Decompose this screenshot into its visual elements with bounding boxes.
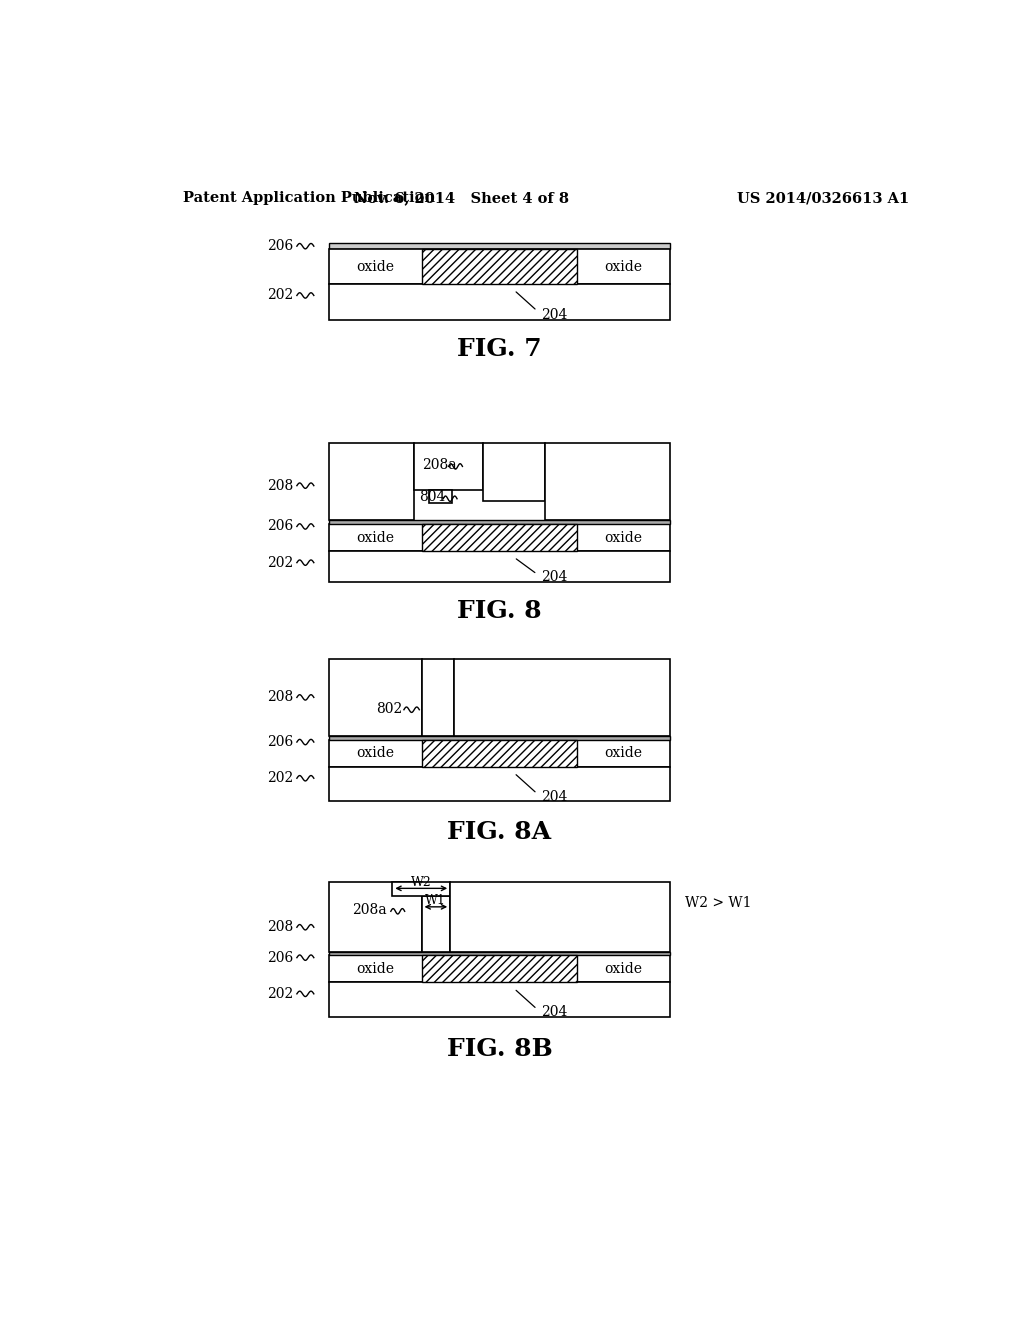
Text: 804: 804 bbox=[419, 490, 445, 504]
Text: 202: 202 bbox=[267, 771, 294, 785]
Text: oxide: oxide bbox=[356, 962, 394, 975]
Text: FIG. 7: FIG. 7 bbox=[457, 338, 542, 362]
Text: oxide: oxide bbox=[604, 746, 642, 760]
Text: oxide: oxide bbox=[604, 260, 642, 273]
Bar bbox=[422, 524, 578, 552]
Bar bbox=[451, 882, 670, 952]
Bar bbox=[330, 520, 670, 524]
Bar bbox=[330, 284, 670, 321]
Text: 208a: 208a bbox=[422, 458, 457, 471]
Bar bbox=[422, 249, 578, 284]
Bar bbox=[422, 739, 578, 767]
Bar bbox=[414, 444, 483, 490]
Text: Nov. 6, 2014   Sheet 4 of 8: Nov. 6, 2014 Sheet 4 of 8 bbox=[354, 191, 569, 206]
Text: oxide: oxide bbox=[604, 962, 642, 975]
Text: W2 > W1: W2 > W1 bbox=[685, 896, 752, 909]
Text: oxide: oxide bbox=[356, 531, 394, 545]
Text: 208: 208 bbox=[267, 479, 294, 492]
Text: 202: 202 bbox=[267, 556, 294, 570]
Bar bbox=[330, 659, 422, 737]
Bar bbox=[330, 249, 670, 284]
Text: W1: W1 bbox=[425, 894, 446, 907]
Text: 802: 802 bbox=[376, 702, 402, 715]
Bar bbox=[483, 444, 545, 502]
Bar bbox=[454, 659, 670, 737]
Text: oxide: oxide bbox=[356, 746, 394, 760]
Text: 204: 204 bbox=[541, 1006, 567, 1019]
Text: 204: 204 bbox=[541, 570, 567, 585]
Bar bbox=[330, 243, 670, 249]
Text: FIG. 8: FIG. 8 bbox=[457, 599, 542, 623]
Bar bbox=[330, 739, 670, 767]
Bar bbox=[330, 982, 670, 1016]
Bar bbox=[330, 956, 670, 982]
Bar bbox=[545, 444, 670, 520]
Bar bbox=[422, 659, 454, 737]
Text: 206: 206 bbox=[267, 520, 294, 533]
Bar bbox=[330, 552, 670, 582]
Text: 204: 204 bbox=[541, 789, 567, 804]
Text: 202: 202 bbox=[267, 289, 294, 302]
Bar bbox=[422, 896, 451, 952]
Bar bbox=[429, 490, 453, 503]
Text: Patent Application Publication: Patent Application Publication bbox=[183, 191, 435, 206]
Bar bbox=[330, 737, 670, 739]
Text: 206: 206 bbox=[267, 239, 294, 253]
Text: 202: 202 bbox=[267, 987, 294, 1001]
Bar bbox=[330, 444, 414, 520]
Bar bbox=[422, 956, 578, 982]
Text: 204: 204 bbox=[541, 308, 567, 322]
Text: oxide: oxide bbox=[356, 260, 394, 273]
Text: FIG. 8B: FIG. 8B bbox=[446, 1038, 552, 1061]
Text: 206: 206 bbox=[267, 950, 294, 965]
Text: US 2014/0326613 A1: US 2014/0326613 A1 bbox=[737, 191, 909, 206]
Bar bbox=[330, 767, 670, 801]
Text: 208a: 208a bbox=[352, 903, 387, 917]
Text: W2: W2 bbox=[411, 875, 431, 888]
Bar bbox=[330, 952, 670, 956]
Text: 208: 208 bbox=[267, 920, 294, 935]
Text: 208: 208 bbox=[267, 690, 294, 705]
Text: 206: 206 bbox=[267, 735, 294, 748]
Bar bbox=[330, 524, 670, 552]
Bar bbox=[392, 882, 451, 896]
Bar bbox=[330, 882, 422, 952]
Text: oxide: oxide bbox=[604, 531, 642, 545]
Text: FIG. 8A: FIG. 8A bbox=[447, 820, 552, 845]
